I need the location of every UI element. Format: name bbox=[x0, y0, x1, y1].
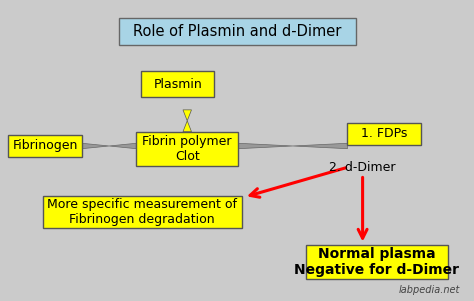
Text: More specific measurement of
Fibrinogen degradation: More specific measurement of Fibrinogen … bbox=[47, 198, 237, 226]
Text: labpedia.net: labpedia.net bbox=[399, 285, 460, 295]
Polygon shape bbox=[238, 143, 293, 149]
FancyBboxPatch shape bbox=[137, 132, 238, 166]
FancyBboxPatch shape bbox=[43, 197, 242, 228]
FancyBboxPatch shape bbox=[141, 72, 214, 97]
FancyBboxPatch shape bbox=[347, 123, 421, 145]
Text: 1. FDPs: 1. FDPs bbox=[361, 127, 407, 141]
Polygon shape bbox=[183, 121, 191, 132]
FancyBboxPatch shape bbox=[8, 135, 82, 157]
Text: 2. d-Dimer: 2. d-Dimer bbox=[329, 160, 396, 174]
Polygon shape bbox=[109, 143, 136, 149]
Text: Fibrinogen: Fibrinogen bbox=[12, 139, 78, 153]
FancyBboxPatch shape bbox=[306, 244, 448, 279]
Polygon shape bbox=[183, 110, 191, 121]
Polygon shape bbox=[82, 143, 109, 149]
FancyBboxPatch shape bbox=[118, 18, 356, 45]
Text: Plasmin: Plasmin bbox=[154, 78, 202, 91]
Text: Role of Plasmin and d-Dimer: Role of Plasmin and d-Dimer bbox=[133, 24, 341, 39]
Text: Normal plasma
Negative for d-Dimer: Normal plasma Negative for d-Dimer bbox=[294, 247, 459, 277]
Polygon shape bbox=[293, 143, 347, 149]
Text: Fibrin polymer
Clot: Fibrin polymer Clot bbox=[143, 135, 232, 163]
